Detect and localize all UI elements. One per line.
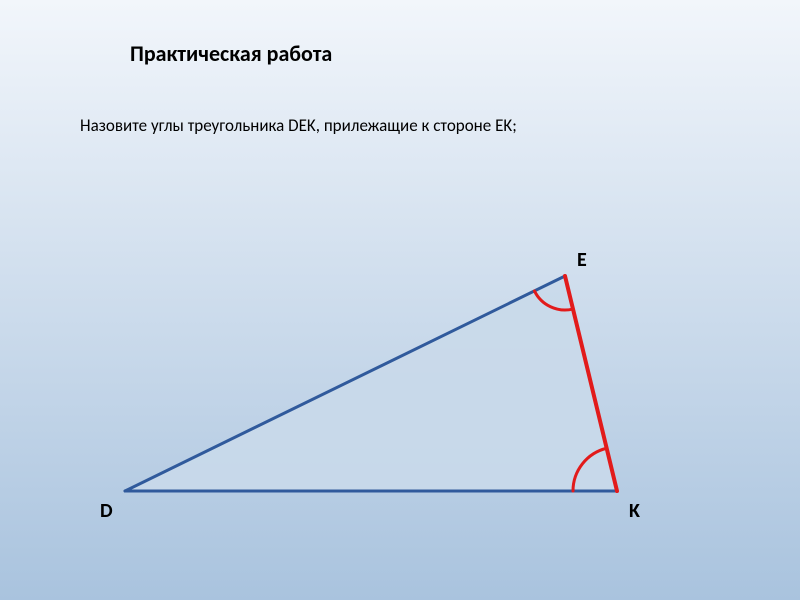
- slide: Практическая работа Назовите углы треуго…: [0, 0, 800, 600]
- vertex-label-e: E: [577, 248, 587, 272]
- vertex-label-d: D: [100, 499, 113, 523]
- vertex-label-k: K: [629, 499, 640, 523]
- slide-subtitle: Назовите углы треугольника DEK, прилежащ…: [80, 115, 517, 136]
- slide-title: Практическая работа: [130, 40, 332, 67]
- triangle-diagram: [0, 0, 800, 600]
